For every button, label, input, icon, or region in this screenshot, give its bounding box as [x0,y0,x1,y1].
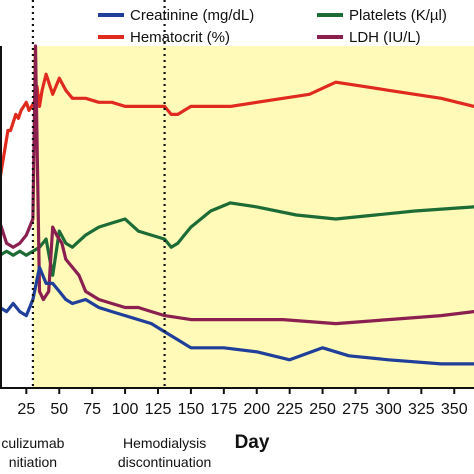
annotation-text-0-1: nitiation [9,454,57,470]
annotations: culizumab nitiation Hemodialysis discontinu… [1,435,211,470]
series-line-2 [0,44,474,326]
x-ticks: 25 50 75 100 125 150 175 200 225 250 275 300 325 350 [17,388,468,418]
x-axis-label: Day [235,432,270,453]
x-tick-label-3: 100 [112,401,139,418]
x-tick-label-6: 175 [210,401,237,418]
x-tick-label-5: 150 [178,401,205,418]
series-line-3 [0,265,474,366]
x-tick-label-8: 225 [276,401,303,418]
x-tick-label-12: 325 [408,401,435,418]
x-tick-label-7: 200 [243,401,270,418]
series-line-0 [0,72,474,181]
annotation-text-0-0: culizumab [1,435,64,451]
x-tick-label-13: 350 [441,401,468,418]
x-tick-label-1: 50 [50,401,68,418]
series-layer [0,44,474,366]
x-tick-label-10: 275 [342,401,369,418]
x-tick-label-11: 300 [375,401,402,418]
x-tick-label-4: 125 [145,401,172,418]
legend-label-0: Creatinine (mg/dL) [130,7,254,24]
series-line-1 [0,201,474,277]
x-tick-label-2: 75 [83,401,101,418]
annotation-text-1-1: discontinuation [118,454,211,470]
x-tick-label-9: 250 [309,401,336,418]
legend: Creatinine (mg/dL) Hematocrit (%) Platelet… [98,7,447,46]
legend-label-3: LDH (IU/L) [349,29,421,46]
legend-label-2: Platelets (K/µl) [349,7,447,24]
annotation-text-1-0: Hemodialysis [123,435,206,451]
treatment-period-shading [32,46,474,388]
legend-label-1: Hematocrit (%) [130,29,230,46]
x-tick-label-0: 25 [17,401,35,418]
